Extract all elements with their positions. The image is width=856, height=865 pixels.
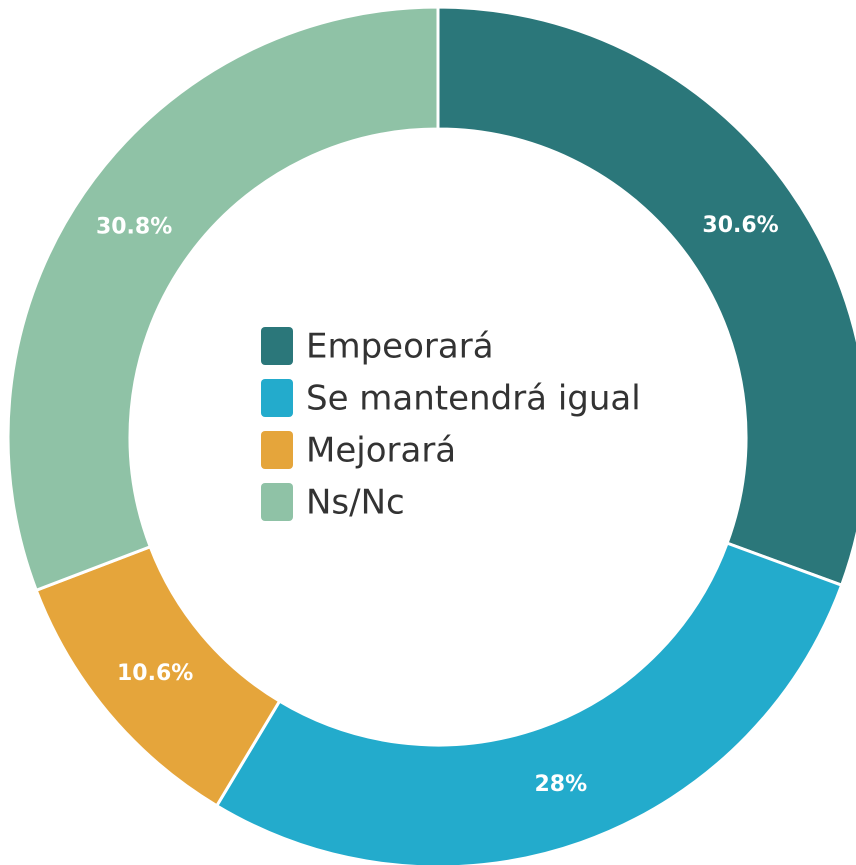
value-label: 30.6% [702, 213, 778, 238]
value-label: 28% [534, 772, 587, 797]
legend-swatch [261, 327, 293, 365]
slice [6, 5, 440, 593]
legend-swatch [261, 379, 293, 417]
value-label: 10.6% [117, 661, 193, 686]
slice [214, 541, 844, 865]
legend-swatch [261, 483, 293, 521]
legend-swatch [261, 431, 293, 469]
slice [436, 5, 856, 588]
legend-label: Se mantendrá igual [306, 379, 641, 419]
legend-label: Mejorará [306, 431, 456, 471]
legend-label: Empeorará [306, 327, 494, 367]
legend-label: Ns/Nc [306, 483, 405, 523]
value-label: 30.8% [96, 215, 172, 240]
